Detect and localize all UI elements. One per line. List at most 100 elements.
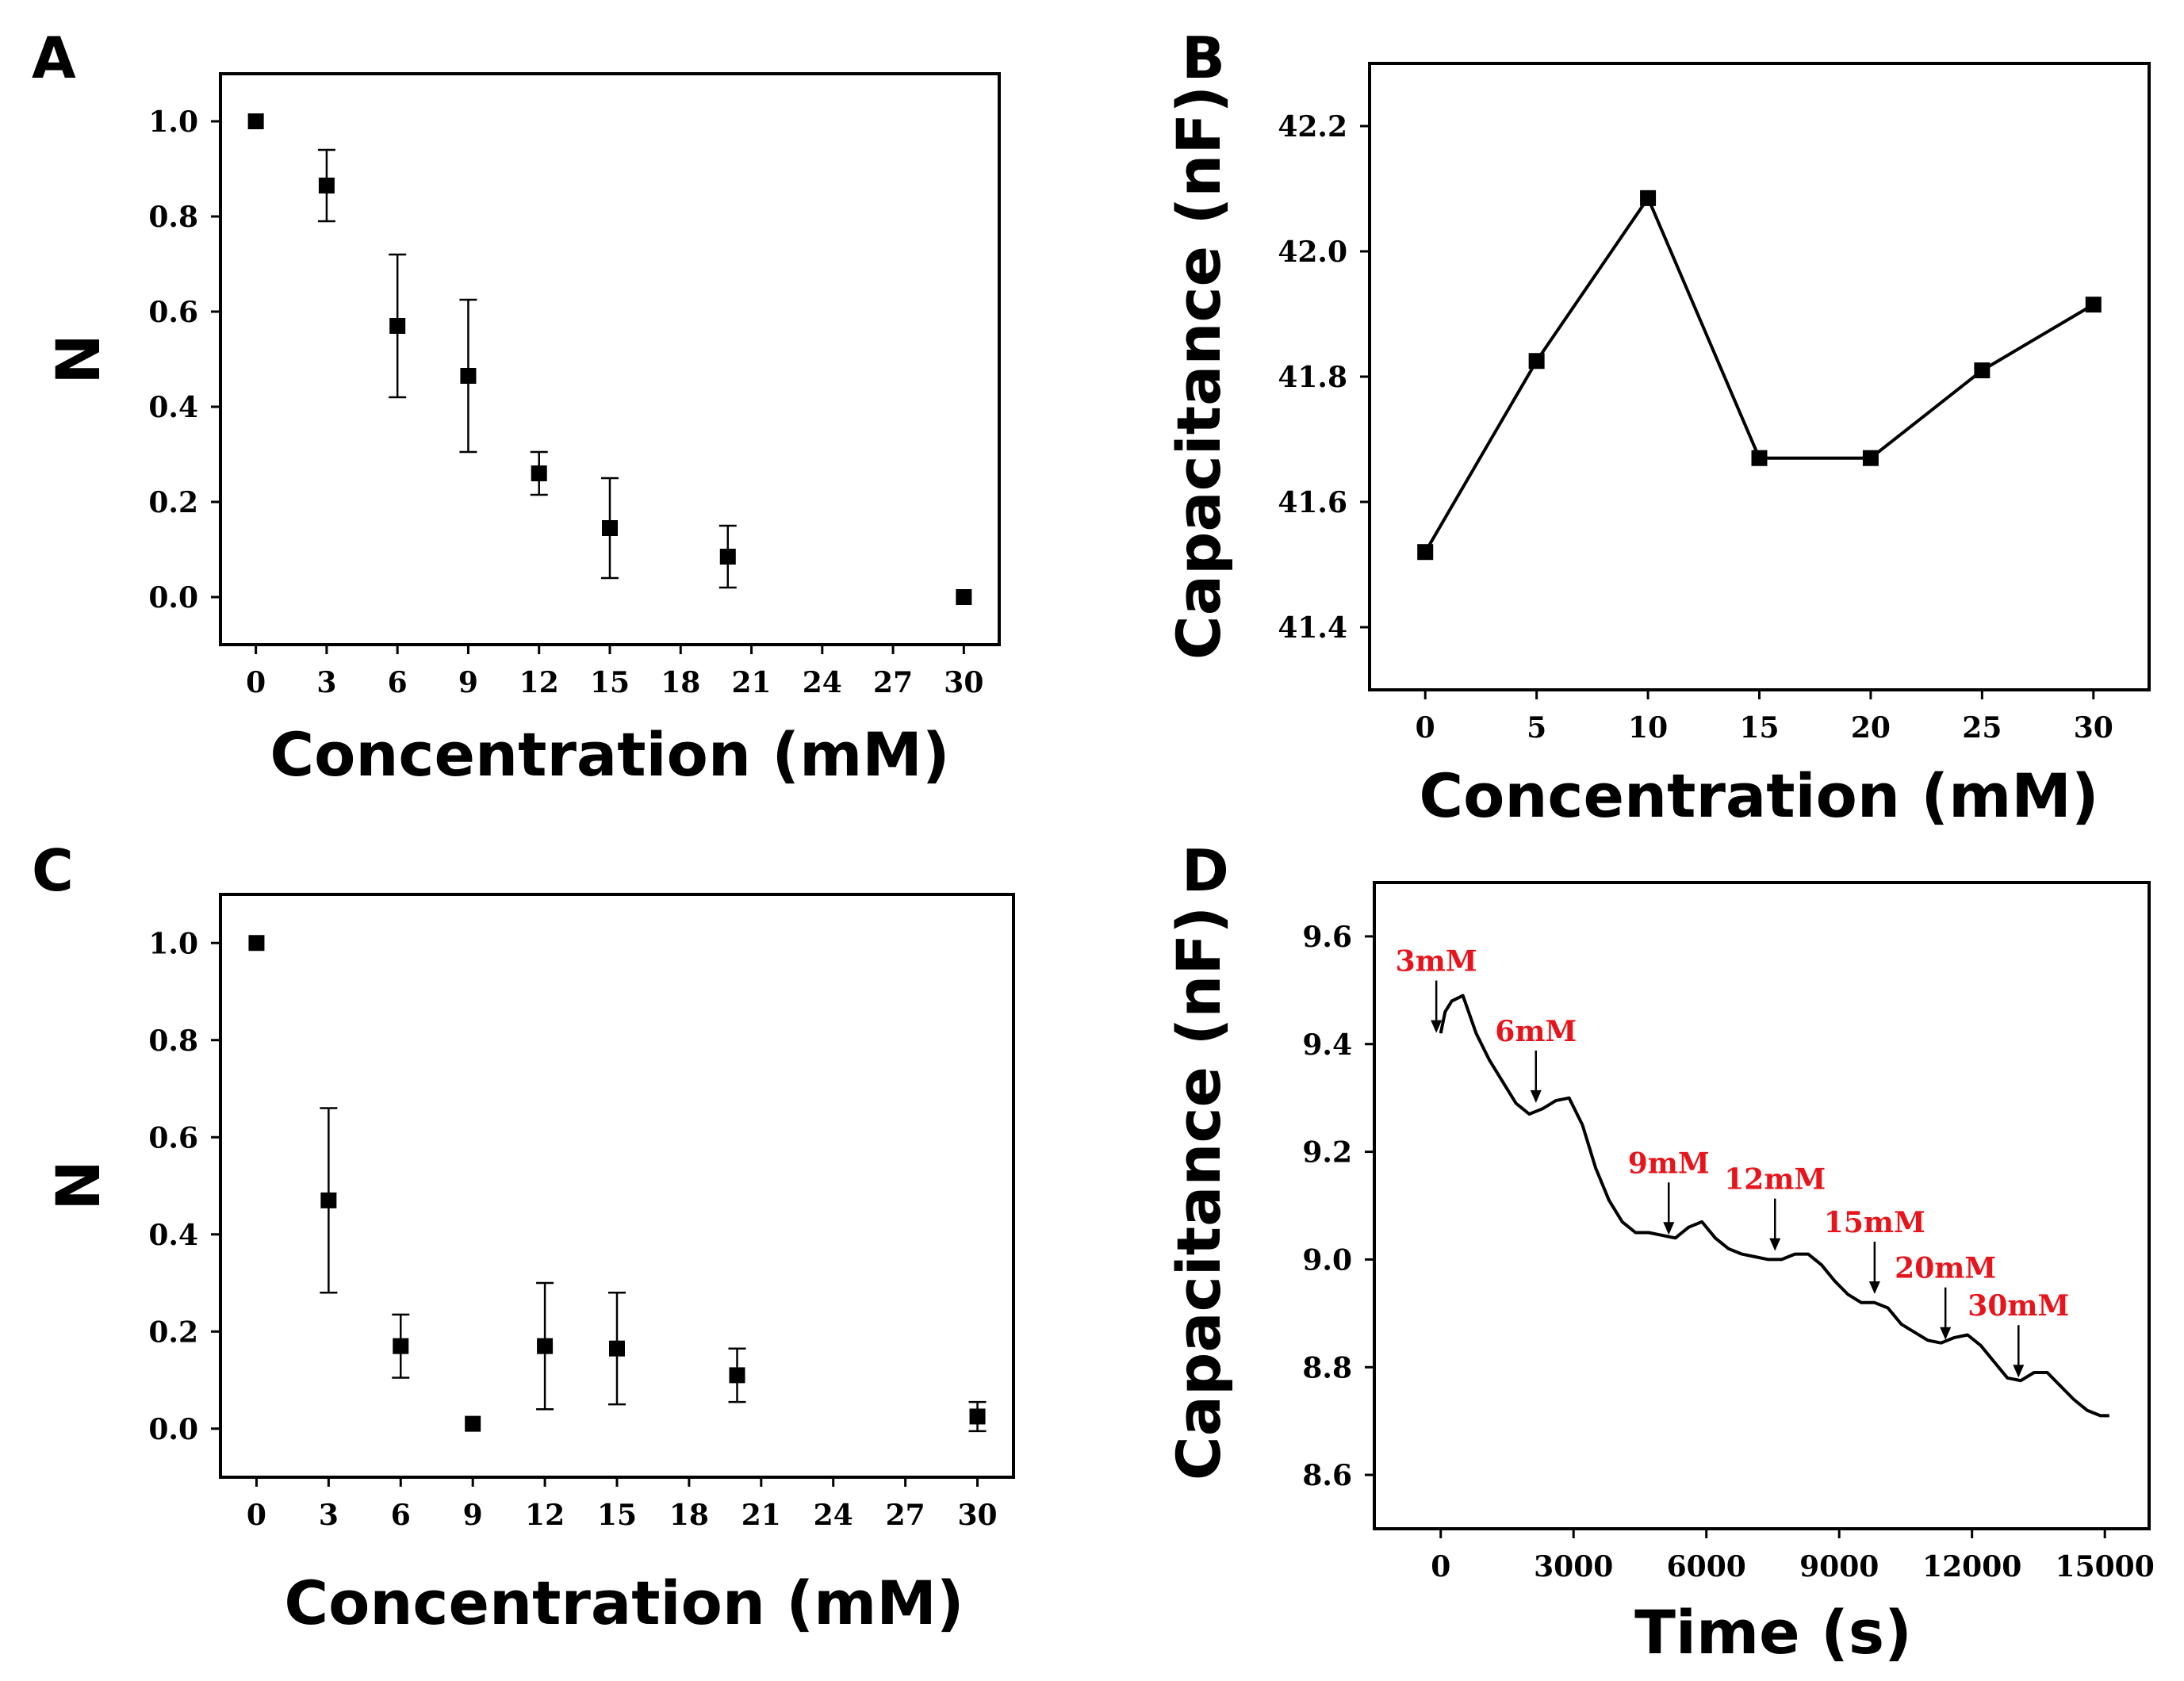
y-tick-label-c: 0.4 <box>148 1219 198 1252</box>
annotation-label: 15mM <box>1824 1206 1925 1239</box>
y-axis-title-a: N <box>43 334 113 385</box>
y-tick-label-a: 1.0 <box>148 105 198 139</box>
y-tick-label-d: 9.0 <box>1302 1243 1352 1277</box>
y-tick-label-c: 0.8 <box>148 1024 198 1058</box>
data-point-a <box>460 368 477 384</box>
data-point-c <box>393 1338 409 1354</box>
data-points-b <box>1417 190 2102 561</box>
data-point-c <box>609 1340 625 1357</box>
x-ticks-a: 0 3 6 9 12 15 18 21 24 27 30 <box>246 645 983 699</box>
series-line-path-d <box>1439 994 2109 1418</box>
annotation-15mM: 15mM <box>1824 1206 1925 1294</box>
annotation-arrow-head <box>1940 1327 1952 1340</box>
annotation-label: 9mM <box>1628 1147 1710 1180</box>
y-tick-label-b: 42.2 <box>1278 110 1347 144</box>
x-tick-label-c: 27 <box>886 1499 925 1532</box>
panel-letter-a: A <box>32 25 76 91</box>
y-tick-label-d: 9.6 <box>1302 921 1352 954</box>
annotation-label: 3mM <box>1396 945 1477 978</box>
x-tick-label-c: 30 <box>957 1499 997 1532</box>
x-ticks-d: 0 3000 6000 9000 12000 15000 <box>1431 1529 2155 1583</box>
concentration-annotations-d: 3mM 6mM 9mM 12mM 15mM 20mM 30mM <box>1396 945 2069 1378</box>
y-tick-label-c: 0.0 <box>148 1413 198 1446</box>
y-tick-label-a: 0.2 <box>148 486 198 519</box>
annotation-3mM: 3mM <box>1396 945 1477 1033</box>
y-ticks-d: 8.6 8.8 9.0 9.2 9.4 9.6 <box>1302 921 1374 1492</box>
annotation-9mM: 9mM <box>1628 1147 1710 1235</box>
y-tick-label-b: 41.8 <box>1278 361 1347 394</box>
annotation-arrow-head <box>1431 1020 1443 1033</box>
x-tick-label-a: 21 <box>731 666 771 699</box>
y-tick-label-d: 9.4 <box>1302 1028 1352 1062</box>
y-tick-label-d: 8.8 <box>1302 1351 1352 1384</box>
x-tick-label-a: 24 <box>803 666 842 699</box>
y-tick-label-c: 0.2 <box>148 1315 198 1349</box>
annotation-12mM: 12mM <box>1724 1163 1826 1251</box>
x-tick-label-a: 0 <box>246 666 266 699</box>
x-tick-label-a: 9 <box>458 666 478 699</box>
data-point-a <box>956 589 972 605</box>
x-tick-label-c: 0 <box>247 1499 266 1532</box>
plot-frame-b <box>1368 62 2151 691</box>
x-ticks-b: 0 5 10 15 20 25 30 <box>1416 690 2113 745</box>
x-tick-label-b: 5 <box>1527 711 1546 745</box>
data-point-c <box>248 935 265 952</box>
annotation-arrow-head <box>2013 1365 2025 1378</box>
y-tick-label-a: 0.8 <box>148 201 198 234</box>
data-point-a <box>531 465 547 481</box>
x-tick-label-a: 6 <box>388 666 408 699</box>
x-tick-label-c: 3 <box>319 1499 339 1532</box>
panel-letter-c: C <box>32 837 74 904</box>
x-tick-label-d: 6000 <box>1667 1550 1746 1583</box>
y-tick-label-a: 0.4 <box>148 391 198 424</box>
panel-letter-d: D <box>1182 837 1229 904</box>
x-tick-label-a: 3 <box>316 666 336 699</box>
annotation-6mM: 6mM <box>1495 1015 1577 1103</box>
y-tick-label-b: 41.4 <box>1278 611 1347 645</box>
data-point-c <box>320 1192 337 1208</box>
x-tick-label-a: 30 <box>944 666 983 699</box>
annotation-label: 20mM <box>1895 1252 1996 1285</box>
x-tick-label-a: 15 <box>590 666 630 699</box>
x-axis-title-b: Concentration (mM) <box>1419 760 2098 831</box>
x-tick-label-c: 18 <box>669 1499 709 1532</box>
annotation-label: 12mM <box>1724 1163 1826 1197</box>
data-point-b <box>2085 297 2102 313</box>
x-axis-title-d: Time (s) <box>1634 1597 1912 1668</box>
data-point-c <box>969 1408 986 1425</box>
x-tick-label-b: 30 <box>2074 711 2113 745</box>
x-tick-label-c: 21 <box>741 1499 781 1532</box>
y-tick-label-a: 0.0 <box>148 581 198 615</box>
x-tick-label-c: 12 <box>525 1499 565 1532</box>
y-tick-label-c: 1.0 <box>148 927 198 960</box>
x-tick-label-c: 15 <box>597 1499 637 1532</box>
series-line-b <box>1423 196 2094 553</box>
panel-b: B 0 5 10 15 20 25 30 41.4 41.6 41.8 42.0 42.2 Conc… <box>1163 25 2151 831</box>
y-tick-label-a: 0.6 <box>148 296 198 329</box>
x-tick-label-d: 3000 <box>1534 1550 1613 1583</box>
y-tick-label-c: 0.6 <box>148 1121 198 1154</box>
plot-frame-d <box>1373 881 2151 1530</box>
data-point-a <box>318 178 335 193</box>
x-tick-label-a: 27 <box>873 666 913 699</box>
data-points-c <box>248 935 986 1432</box>
data-point-c <box>465 1415 481 1432</box>
x-tick-label-d: 9000 <box>1799 1550 1879 1583</box>
x-tick-label-c: 9 <box>463 1499 483 1532</box>
data-point-b <box>1417 544 1434 561</box>
annotation-label: 30mM <box>1968 1289 2069 1323</box>
panel-c: C 0 3 6 9 12 15 18 21 24 27 30 0.00.20.40.60.81.0 … <box>32 837 1015 1638</box>
data-point-c <box>729 1367 745 1384</box>
x-tick-label-d: 12000 <box>1922 1550 2021 1583</box>
data-point-b <box>1640 190 1657 206</box>
x-tick-label-b: 25 <box>1962 711 2002 745</box>
y-ticks-b: 41.4 41.6 41.8 42.0 42.2 <box>1278 110 1370 645</box>
series-line-d <box>1439 994 2109 1418</box>
y-ticks-a: 0.0 0.2 0.4 0.6 0.8 1.0 <box>148 105 220 615</box>
x-tick-label-d: 15000 <box>2056 1550 2155 1583</box>
x-axis-title-a: Concentration (mM) <box>270 719 949 790</box>
panel-letter-b: B <box>1182 25 1225 91</box>
annotation-arrow-head <box>1769 1238 1781 1251</box>
y-axis-title-c: N <box>43 1160 113 1211</box>
